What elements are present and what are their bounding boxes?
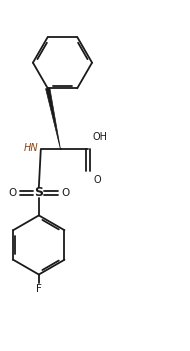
Text: O: O xyxy=(93,175,101,185)
Text: F: F xyxy=(36,284,42,294)
Text: O: O xyxy=(8,188,16,198)
Text: O: O xyxy=(62,188,70,198)
Text: S: S xyxy=(34,186,43,199)
Text: OH: OH xyxy=(92,132,107,141)
Polygon shape xyxy=(46,88,60,150)
Text: HN: HN xyxy=(24,144,39,153)
